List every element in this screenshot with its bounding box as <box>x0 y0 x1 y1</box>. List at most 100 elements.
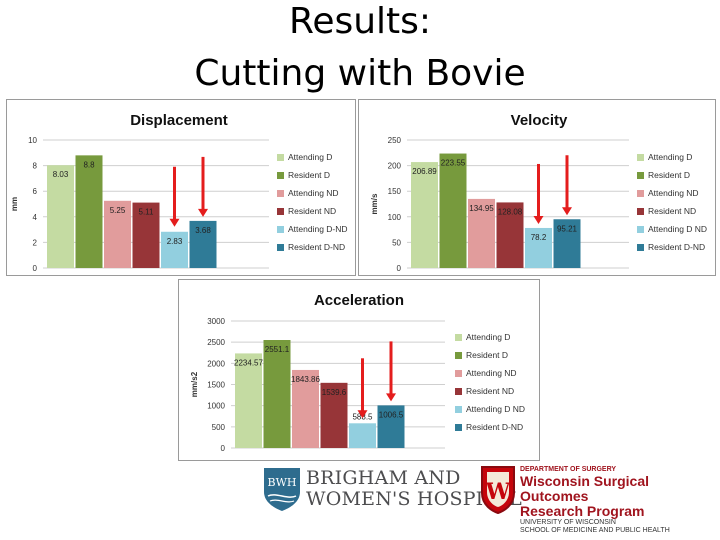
bar-3 <box>468 198 495 268</box>
legend-entry: Resident D-ND <box>288 242 345 252</box>
data-label: 2551.1 <box>265 345 290 354</box>
bar-6 <box>553 219 581 268</box>
legend-swatch <box>637 226 644 233</box>
slide-title-line1: Results: <box>288 1 432 42</box>
legend-swatch <box>455 370 462 377</box>
chart-displacement: Displacement 0 2 4 6 8 10 mm 8.03 8.8 5.25 5.11 2.83… <box>10 112 348 273</box>
y-tick-label: 2000 <box>207 359 225 368</box>
y-tick-label: 1000 <box>207 402 225 411</box>
y-tick-label: 3000 <box>207 317 225 326</box>
bwh-wordmark: BRIGHAM AND WOMEN'S HOSPITAL <box>306 468 522 510</box>
bar-2 <box>263 340 291 448</box>
legend-entry: Attending D ND <box>648 224 707 234</box>
uw-mark-text: W <box>485 479 511 505</box>
bwh-line2: WOMEN'S HOSPITAL <box>306 488 522 510</box>
legend-swatch <box>277 244 284 251</box>
data-label: 1843.86 <box>291 375 320 384</box>
bar-4 <box>132 202 160 268</box>
bwh-logo: BWH <box>262 466 302 517</box>
data-label: 8.03 <box>53 170 69 179</box>
uw-wordmark: DEPARTMENT OF SURGERY Wisconsin Surgical… <box>520 466 720 535</box>
data-label: 134.95 <box>469 204 494 213</box>
legend-swatch <box>637 208 644 215</box>
legend-entry: Resident ND <box>648 206 696 216</box>
y-tick-label: 250 <box>388 136 402 145</box>
bar-1 <box>235 353 262 448</box>
bar-5 <box>525 227 552 268</box>
y-tick-label: 10 <box>28 136 37 145</box>
legend-swatch <box>637 190 644 197</box>
legend-entry: Resident D <box>466 350 508 360</box>
legend-entry: Resident ND <box>466 386 514 396</box>
data-label: 1006.5 <box>379 410 404 419</box>
y-axis-label: mm <box>10 197 19 211</box>
y-tick-label: 6 <box>33 187 38 196</box>
data-label: 128.08 <box>498 207 523 216</box>
data-label: 206.89 <box>412 167 437 176</box>
legend-entry: Attending D <box>288 152 332 162</box>
arrow-head-icon <box>533 215 544 224</box>
bar-5 <box>161 231 188 268</box>
bar-6 <box>377 405 405 448</box>
data-label: 5.11 <box>139 208 155 217</box>
bwh-line1: BRIGHAM AND <box>306 467 461 489</box>
chart-panel-acceleration: Acceleration 0 500 1000 1500 2000 2500 3000 mm/s… <box>178 279 540 461</box>
chart-velocity: Velocity 0 50 100 150 200 250 mm/s 206.89 223.55 1… <box>370 112 707 273</box>
bar-4 <box>320 382 348 448</box>
legend-swatch <box>455 388 462 395</box>
bwh-mark-text: BWH <box>268 476 297 489</box>
data-label: 8.8 <box>83 160 95 169</box>
bar-5 <box>349 423 376 448</box>
y-tick-label: 0 <box>397 264 402 273</box>
y-axis-label: mm/s2 <box>190 371 199 397</box>
legend-entry: Resident D <box>648 170 690 180</box>
y-tick-label: 50 <box>392 238 401 247</box>
chart-acceleration: Acceleration 0 500 1000 1500 2000 2500 3000 mm/s… <box>190 292 525 453</box>
legend-entry: Attending ND <box>288 188 339 198</box>
y-axis-label: mm/s <box>370 193 379 214</box>
legend-swatch <box>637 244 644 251</box>
data-label: 1539.6 <box>322 388 347 397</box>
y-tick-label: 2500 <box>207 338 225 347</box>
bar-1 <box>411 162 438 268</box>
legend-entry: Attending D <box>466 332 510 342</box>
legend-swatch <box>455 424 462 431</box>
legend-entry: Attending ND <box>466 368 517 378</box>
arrow-head-icon <box>198 208 208 217</box>
arrow-head-icon <box>169 218 180 227</box>
y-tick-label: 4 <box>33 213 38 222</box>
y-tick-label: 150 <box>388 187 402 196</box>
uw-sub-line2: SCHOOL OF MEDICINE AND PUBLIC HEALTH <box>520 527 670 534</box>
legend-swatch <box>277 208 284 215</box>
bar-4 <box>496 202 524 268</box>
legend-entry: Attending D <box>648 152 692 162</box>
uw-name-line2: Research Program <box>520 503 645 519</box>
legend-entry: Resident D <box>288 170 330 180</box>
data-label: 3.68 <box>195 226 211 235</box>
bar-3 <box>292 369 319 448</box>
legend-swatch <box>277 226 284 233</box>
y-tick-label: 2 <box>33 238 38 247</box>
bar-6 <box>189 220 217 268</box>
data-label: 5.25 <box>110 206 126 215</box>
legend-entry: Attending D ND <box>466 404 525 414</box>
uw-sub-line1: UNIVERSITY OF WISCONSIN <box>520 519 616 526</box>
legend-swatch <box>455 334 462 341</box>
bar-2 <box>75 155 103 268</box>
legend-entry: Resident D-ND <box>648 242 705 252</box>
legend-swatch <box>277 190 284 197</box>
y-tick-label: 0 <box>33 264 38 273</box>
y-tick-label: 8 <box>33 162 38 171</box>
y-tick-label: 200 <box>388 162 402 171</box>
bar-1 <box>47 165 74 268</box>
legend-entry: Resident ND <box>288 206 336 216</box>
data-label: 95.21 <box>557 224 578 233</box>
legend-swatch <box>455 352 462 359</box>
y-tick-label: 100 <box>388 213 402 222</box>
slide-title-line2: Cutting with Bovie <box>194 53 526 94</box>
y-tick-label: 500 <box>212 423 226 432</box>
y-tick-label: 0 <box>221 444 226 453</box>
uw-crest-icon: W <box>481 466 515 515</box>
legend-entry: Resident D-ND <box>466 422 523 432</box>
chart-title: Velocity <box>511 112 568 129</box>
